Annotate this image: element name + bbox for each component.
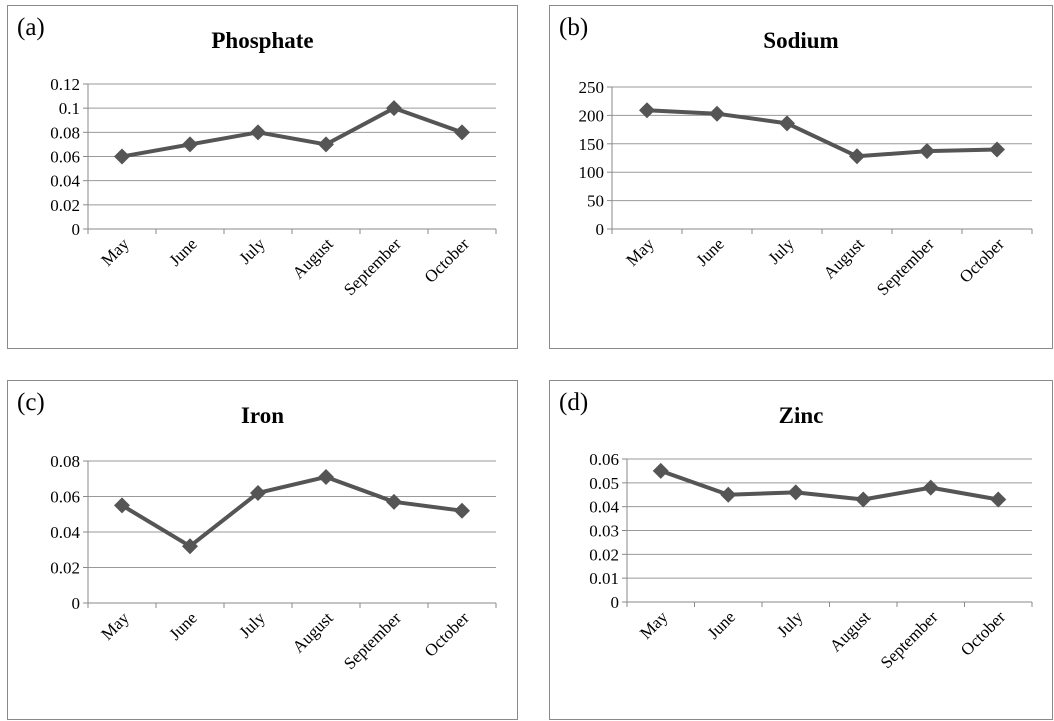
- series-line: [121, 106, 463, 159]
- data-point: [318, 468, 334, 485]
- data-point: [652, 462, 669, 479]
- chart-title: Zinc: [778, 403, 824, 428]
- x-tick-label: June: [704, 607, 739, 642]
- data-point: [386, 493, 402, 510]
- x-tick-label: July: [235, 234, 269, 268]
- x-tick-label: June: [165, 234, 200, 269]
- data-point: [454, 502, 470, 519]
- y-tick-label: 0.06: [50, 488, 80, 507]
- data-point: [919, 143, 935, 160]
- data-point: [114, 148, 130, 165]
- x-tick-label: May: [622, 234, 658, 270]
- y-tick-label: 0.12: [50, 75, 80, 94]
- data-point: [787, 484, 804, 501]
- y-tick-label: 0: [72, 220, 81, 239]
- x-tick-label: August: [820, 234, 868, 282]
- y-tick-label: 100: [579, 163, 605, 182]
- x-tick-label: October: [421, 608, 473, 660]
- panel-label: (a): [17, 14, 45, 41]
- data-point: [849, 148, 865, 165]
- x-tick-label: July: [773, 607, 807, 641]
- x-tick-label: October: [421, 234, 473, 286]
- x-tick-label: May: [97, 234, 133, 270]
- series-line: [120, 474, 463, 549]
- data-point: [779, 115, 795, 132]
- x-tick-label: September: [873, 234, 938, 299]
- data-point: [250, 124, 266, 141]
- data-point: [318, 136, 334, 153]
- chart-plot-zinc: 0 0.01 0.02 0.03 0.04 0.05 0.06 May June July Augu…: [589, 450, 1033, 672]
- y-tick-label: 0.04: [589, 498, 619, 517]
- chart-title: Sodium: [763, 28, 839, 53]
- y-tick-label: 0.01: [589, 569, 619, 588]
- y-tick-label: 0.02: [589, 545, 619, 564]
- chart-panel-sodium: (b) Sodium 0 50 100 150 200 250 May June July Aug…: [549, 5, 1053, 349]
- y-tick-label: 0.02: [50, 196, 80, 215]
- y-tick-label: 150: [579, 135, 605, 154]
- x-tick-label: June: [692, 234, 727, 269]
- chart-panel-iron: (c) Iron 0 0.02 0.04 0.06 0.08 May June July Aug…: [7, 380, 518, 720]
- y-tick-label: 0.04: [50, 172, 80, 191]
- data-point: [114, 497, 130, 514]
- chart-title: Phosphate: [211, 28, 314, 53]
- chart-plot-phosphate: 0 0.02 0.04 0.06 0.08 0.1 0.12 May June July Augus…: [50, 75, 497, 299]
- x-tick-label: September: [340, 608, 405, 673]
- x-tick-label: June: [165, 608, 200, 643]
- series-line: [646, 108, 998, 159]
- data-point: [182, 538, 198, 555]
- data-point: [989, 141, 1005, 158]
- data-point: [386, 100, 402, 117]
- y-tick-label: 50: [587, 192, 604, 211]
- y-tick-label: 0.08: [50, 123, 80, 142]
- x-tick-label: July: [235, 608, 269, 642]
- chart-title: Iron: [240, 403, 285, 428]
- x-tick-label: May: [636, 607, 672, 643]
- y-tick-label: 0.05: [589, 474, 619, 493]
- y-tick-label: 0: [611, 593, 620, 612]
- chart-plot-iron: 0 0.02 0.04 0.06 0.08 May June July August Septem…: [50, 452, 497, 673]
- panel-label: (b): [559, 14, 589, 41]
- y-tick-label: 0: [596, 220, 605, 239]
- x-tick-label: October: [956, 234, 1008, 286]
- data-point: [990, 491, 1007, 508]
- x-tick-label: September: [877, 607, 942, 672]
- x-tick-label: July: [764, 234, 798, 268]
- y-tick-label: 0.06: [589, 450, 619, 469]
- x-tick-label: September: [340, 234, 405, 299]
- y-tick-label: 0.04: [50, 523, 80, 542]
- y-tick-label: 0.02: [50, 559, 80, 578]
- chart-panel-zinc: (d) Zinc 0 0.01 0.02 0.03 0.04 0.05 0.06 May Jun…: [549, 380, 1053, 720]
- data-point: [720, 486, 737, 503]
- chart-plot-sodium: 0 50 100 150 200 250 May June July August Septembe…: [579, 78, 1033, 299]
- y-tick-label: 0: [72, 594, 81, 613]
- x-tick-label: August: [826, 607, 874, 655]
- data-point: [182, 136, 198, 153]
- y-tick-label: 0.06: [50, 148, 80, 167]
- y-tick-label: 200: [579, 106, 605, 125]
- y-tick-label: 0.08: [50, 452, 80, 471]
- data-point: [922, 479, 939, 496]
- x-tick-label: May: [97, 608, 133, 644]
- data-point: [855, 491, 872, 508]
- chart-panel-phosphate: (a) Phosphate 0 0.02 0.04 0.06 0.08 0.1 0.12 Ma…: [7, 5, 518, 349]
- data-point: [250, 484, 266, 501]
- x-tick-label: August: [289, 234, 337, 282]
- y-tick-label: 0.03: [589, 522, 619, 541]
- x-tick-label: August: [289, 608, 337, 656]
- y-tick-label: 250: [579, 78, 605, 97]
- series-line: [660, 469, 999, 502]
- data-point: [454, 124, 470, 141]
- y-tick-label: 0.1: [59, 99, 80, 118]
- panel-label: (d): [559, 389, 589, 416]
- panel-label: (c): [17, 389, 45, 416]
- data-point: [639, 102, 655, 119]
- x-tick-label: October: [957, 607, 1009, 659]
- data-point: [709, 105, 725, 122]
